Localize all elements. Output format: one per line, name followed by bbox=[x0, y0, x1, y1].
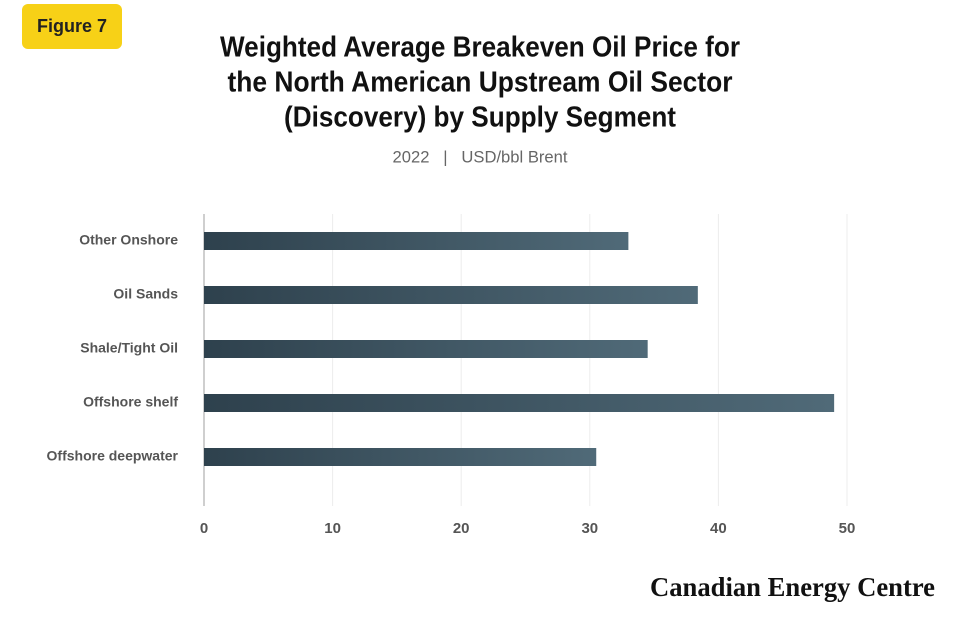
x-tick-label: 10 bbox=[324, 520, 341, 537]
figure-badge bbox=[22, 4, 122, 49]
x-tick-label: 30 bbox=[581, 520, 598, 537]
x-tick-label: 0 bbox=[200, 520, 208, 537]
brand-logo: Canadian Energy Centre bbox=[650, 572, 935, 602]
chart-title: the North American Upstream Oil Sector bbox=[228, 67, 733, 99]
bar bbox=[204, 394, 835, 412]
chart-title: (Discovery) by Supply Segment bbox=[284, 102, 676, 134]
bar bbox=[204, 286, 698, 304]
x-tick-label: 50 bbox=[839, 520, 856, 537]
chart-title: Weighted Average Breakeven Oil Price for bbox=[220, 32, 740, 64]
bar bbox=[204, 340, 648, 358]
y-tick-label: Shale/Tight Oil bbox=[80, 340, 178, 356]
bar bbox=[204, 448, 597, 466]
y-tick-label: Offshore deepwater bbox=[47, 448, 179, 464]
y-tick-label: Other Onshore bbox=[79, 232, 178, 248]
y-tick-label: Oil Sands bbox=[113, 286, 178, 302]
y-tick-label: Offshore shelf bbox=[83, 394, 178, 410]
bar bbox=[204, 232, 629, 250]
x-tick-label: 40 bbox=[710, 520, 727, 537]
chart-subtitle: 2022 | USD/bbl Brent bbox=[393, 147, 568, 166]
x-tick-label: 20 bbox=[453, 520, 470, 537]
figure-label: Figure 7 bbox=[37, 16, 107, 36]
